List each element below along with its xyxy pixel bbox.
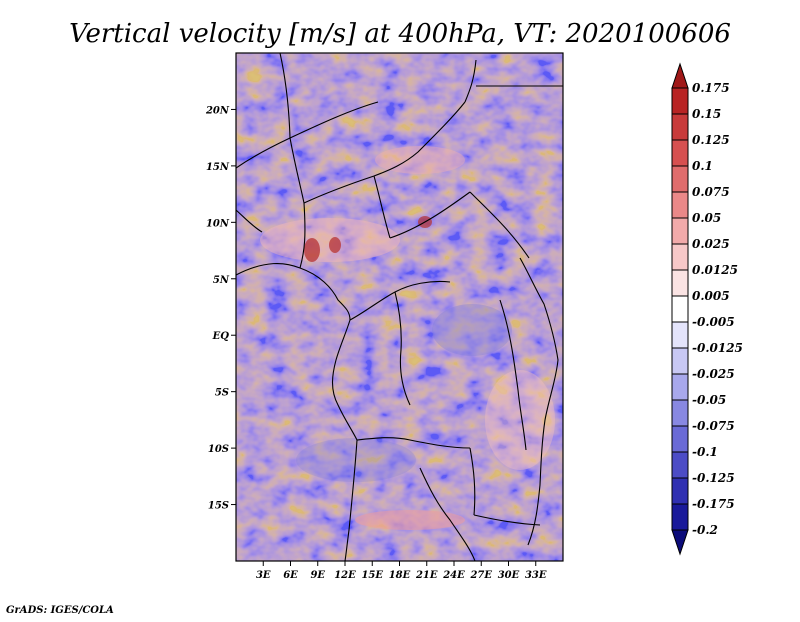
colorbar-segment	[671, 217, 689, 245]
colorbar-segment	[671, 373, 689, 401]
border	[303, 175, 375, 204]
colorbar-label: -0.0125	[692, 341, 743, 355]
colorbar: 0.175 0.15 0.125 0.1 0.075 0.05 0.025 0.0125 0.0…	[671, 62, 743, 556]
colorbar-label: -0.05	[692, 393, 726, 407]
border	[499, 299, 527, 451]
lat-label: 5N	[213, 275, 230, 286]
colorbar-label: 0.15	[692, 107, 721, 121]
colorbar-label: 0.075	[692, 185, 730, 199]
border	[373, 175, 391, 239]
border	[469, 447, 476, 516]
colorbar-segment	[671, 425, 689, 453]
lon-label: 6E	[283, 570, 298, 581]
colorbar-label: 0.0125	[692, 263, 738, 277]
map-panel	[235, 52, 564, 562]
colorbar-label: 0.175	[692, 81, 730, 95]
colorbar-segment	[671, 113, 689, 141]
colorbar-label: 0.1	[692, 159, 713, 173]
lon-label: 24E	[442, 570, 465, 581]
colorbar-segment	[671, 347, 689, 375]
strong-updraft	[304, 238, 320, 262]
border	[373, 101, 466, 177]
lat-label: EQ	[212, 331, 230, 342]
strong-updraft	[329, 237, 341, 253]
colorbar-label: -0.075	[692, 419, 735, 433]
longitude-axis: 3E 6E 9E 12E 15E 18E 21E 24E 27E 30E 33E	[256, 561, 547, 581]
map-borders	[236, 53, 563, 561]
downdraft	[432, 304, 512, 356]
lon-label: 27E	[469, 570, 492, 581]
border	[469, 191, 530, 259]
colorbar-label: 0.025	[692, 237, 730, 251]
footer-credit: GrADS: IGES/COLA	[6, 605, 114, 616]
colorbar-segment	[671, 139, 689, 167]
colorbar-segment	[671, 503, 689, 531]
lat-label: 15N	[206, 162, 230, 173]
colorbar-segment	[671, 165, 689, 193]
border	[394, 291, 411, 406]
updraft-band	[375, 146, 465, 174]
colorbar-label: -0.005	[692, 315, 735, 329]
lat-label: 5S	[215, 388, 229, 399]
border	[236, 209, 263, 233]
latitude-axis: 20N 15N 10N 5N EQ 5S 10S 15S	[205, 105, 236, 512]
colorbar-segment	[671, 87, 689, 115]
colorbar-top-arrow	[671, 62, 689, 89]
colorbar-segment	[671, 321, 689, 349]
lon-label: 15E	[361, 570, 383, 581]
lon-label: 30E	[498, 570, 520, 581]
colorbar-label: -0.175	[692, 497, 735, 511]
colorbar-label: -0.1	[692, 445, 718, 459]
lat-label: 10N	[206, 218, 230, 229]
colorbar-segment	[671, 295, 689, 323]
lon-label: 9E	[310, 570, 325, 581]
lon-label: 18E	[389, 570, 411, 581]
border	[299, 202, 306, 269]
border	[289, 137, 305, 204]
border	[356, 437, 471, 449]
colorbar-label: -0.125	[692, 471, 735, 485]
lat-label: 10S	[208, 444, 229, 455]
colorbar-segment	[671, 191, 689, 219]
border	[279, 53, 291, 139]
border	[389, 191, 471, 239]
updraft-band	[260, 218, 400, 262]
border	[473, 514, 541, 526]
updraft-band	[485, 370, 555, 470]
border	[419, 467, 476, 561]
colorbar-label: 0.05	[692, 211, 721, 225]
coastline	[519, 257, 559, 546]
lon-label: 12E	[334, 570, 356, 581]
lon-label: 21E	[415, 570, 438, 581]
updraft-band	[355, 510, 465, 530]
colorbar-bottom-arrow	[671, 529, 689, 556]
lat-label: 15S	[208, 501, 229, 512]
colorbar-segment	[671, 269, 689, 297]
lon-label: 3E	[256, 570, 271, 581]
figure-title: Vertical velocity [m/s] at 400hPa, VT: 2…	[69, 19, 731, 49]
vertical-velocity-field	[236, 53, 563, 561]
colorbar-label: -0.025	[692, 367, 735, 381]
colorbar-segment	[671, 243, 689, 271]
border	[344, 439, 358, 561]
colorbar-segment	[671, 451, 689, 479]
lat-label: 20N	[205, 105, 230, 116]
colorbar-label: 0.125	[692, 133, 730, 147]
lon-label: 33E	[525, 570, 547, 581]
colorbar-label: -0.2	[692, 523, 718, 537]
colorbar-label: 0.005	[692, 289, 730, 303]
colorbar-segment	[671, 399, 689, 427]
border	[464, 59, 477, 103]
colorbar-segment	[671, 477, 689, 505]
